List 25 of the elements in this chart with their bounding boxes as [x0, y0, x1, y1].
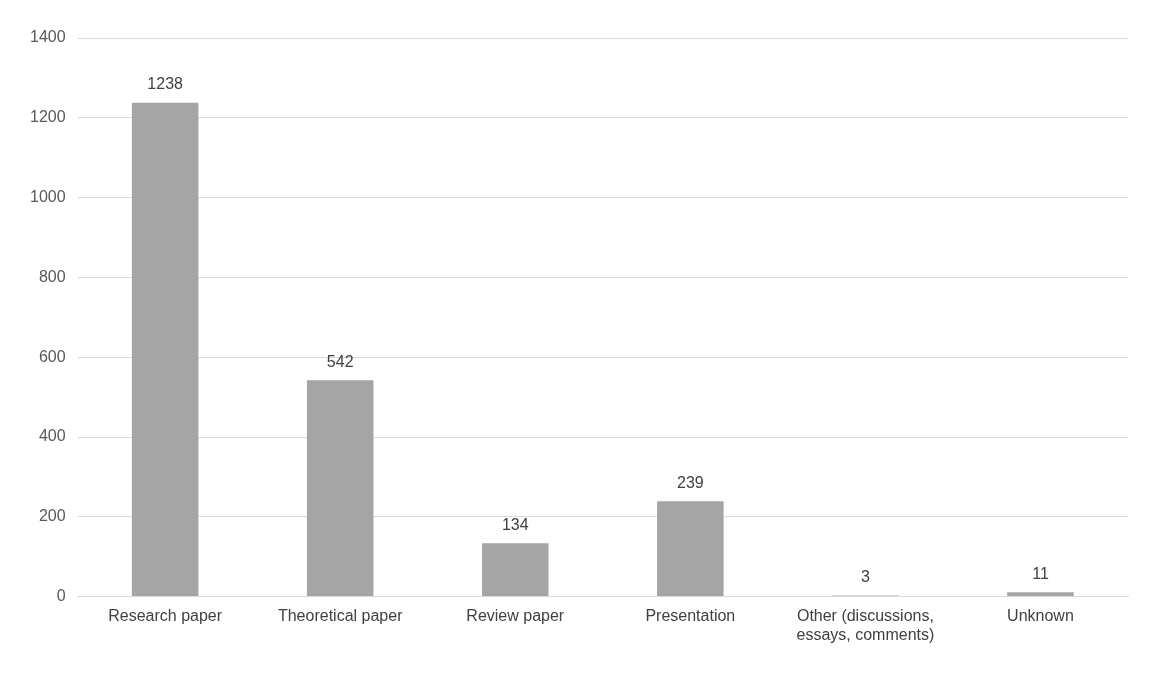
x-tick-label: Review paper [466, 606, 565, 624]
bar [131, 102, 199, 597]
data-label: 1238 [147, 75, 184, 93]
x-tick-label: Presentation [645, 606, 736, 624]
data-label: 239 [676, 473, 704, 491]
bar [1007, 592, 1074, 597]
data-label: 11 [1032, 564, 1049, 582]
data-label: 542 [326, 352, 354, 370]
x-tick-label: Research paper [108, 606, 223, 624]
x-tick-label: Other (discussions, essays, comments) [796, 606, 935, 643]
y-tick-label: 600 [38, 347, 66, 365]
bar [482, 543, 549, 597]
y-tick-label: 1400 [30, 28, 66, 46]
bar [657, 501, 724, 597]
y-tick-label: 400 [38, 427, 66, 445]
y-tick-label: 800 [38, 267, 66, 285]
y-tick-label: 1200 [30, 108, 66, 126]
data-label: 3 [860, 567, 870, 585]
x-tick-label: Theoretical paper [277, 606, 404, 624]
y-tick-label: 0 [56, 587, 66, 605]
y-tick-label: 200 [38, 507, 66, 525]
x-tick-label: Unknown [1007, 606, 1074, 624]
y-tick-label: 1000 [30, 188, 66, 206]
data-label: 134 [501, 515, 529, 533]
bar [306, 380, 374, 597]
